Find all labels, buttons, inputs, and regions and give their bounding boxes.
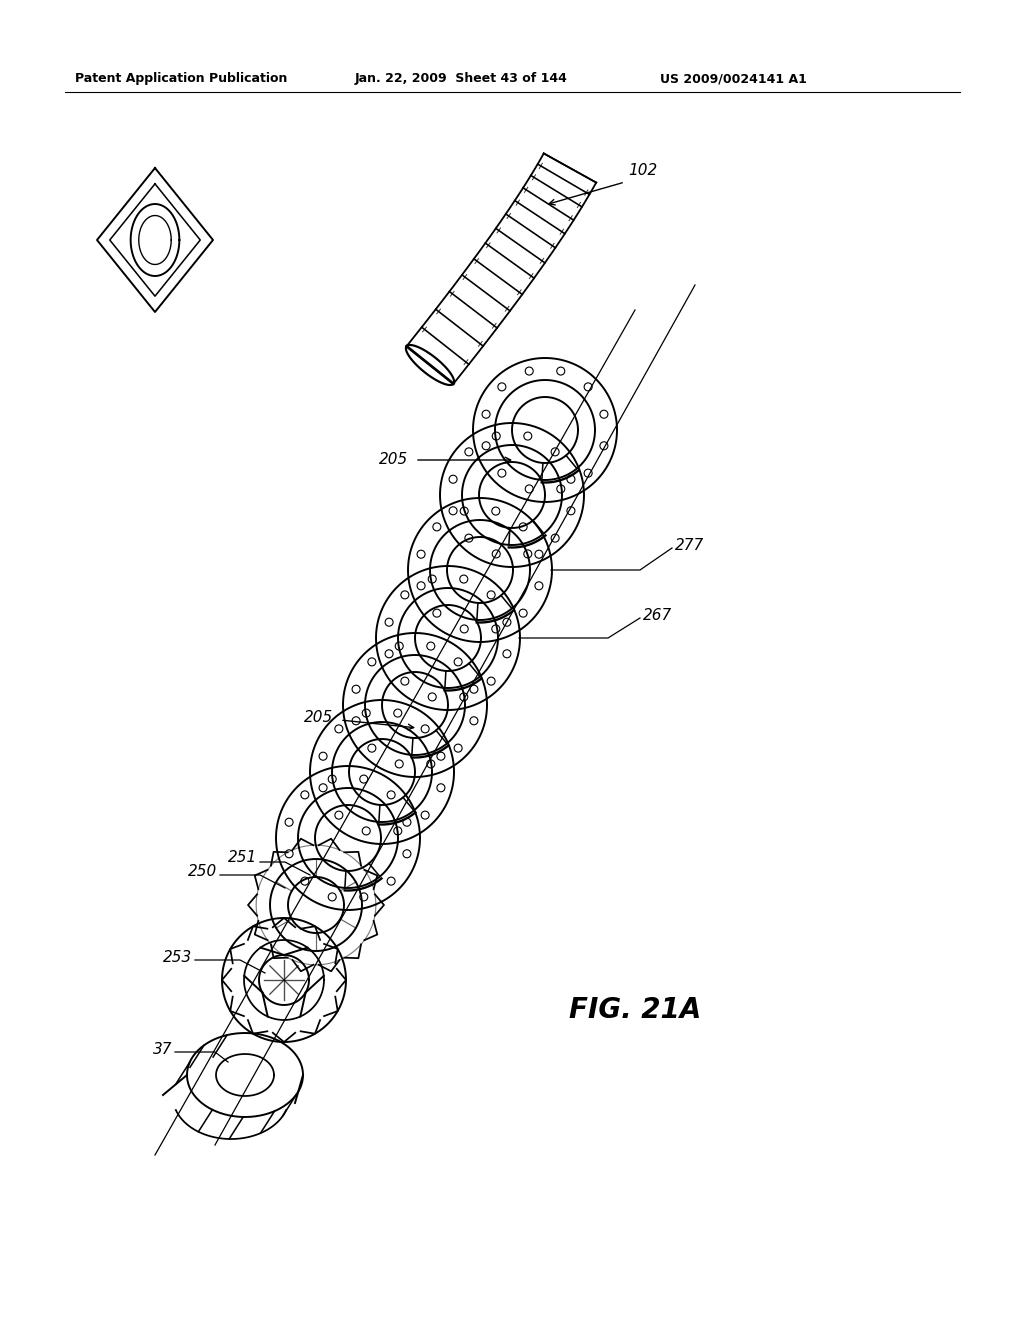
Text: 102: 102 xyxy=(628,162,657,178)
Text: US 2009/0024141 A1: US 2009/0024141 A1 xyxy=(660,73,807,84)
Text: 37: 37 xyxy=(153,1041,172,1056)
Text: 205: 205 xyxy=(379,453,408,467)
Text: 250: 250 xyxy=(187,865,217,879)
Text: 277: 277 xyxy=(675,537,705,553)
Text: 251: 251 xyxy=(227,850,257,866)
Text: 205: 205 xyxy=(304,710,333,726)
Text: Patent Application Publication: Patent Application Publication xyxy=(75,73,288,84)
Text: 267: 267 xyxy=(643,607,672,623)
Text: Jan. 22, 2009  Sheet 43 of 144: Jan. 22, 2009 Sheet 43 of 144 xyxy=(355,73,568,84)
Text: FIG. 21A: FIG. 21A xyxy=(569,997,701,1024)
Text: 253: 253 xyxy=(163,949,193,965)
